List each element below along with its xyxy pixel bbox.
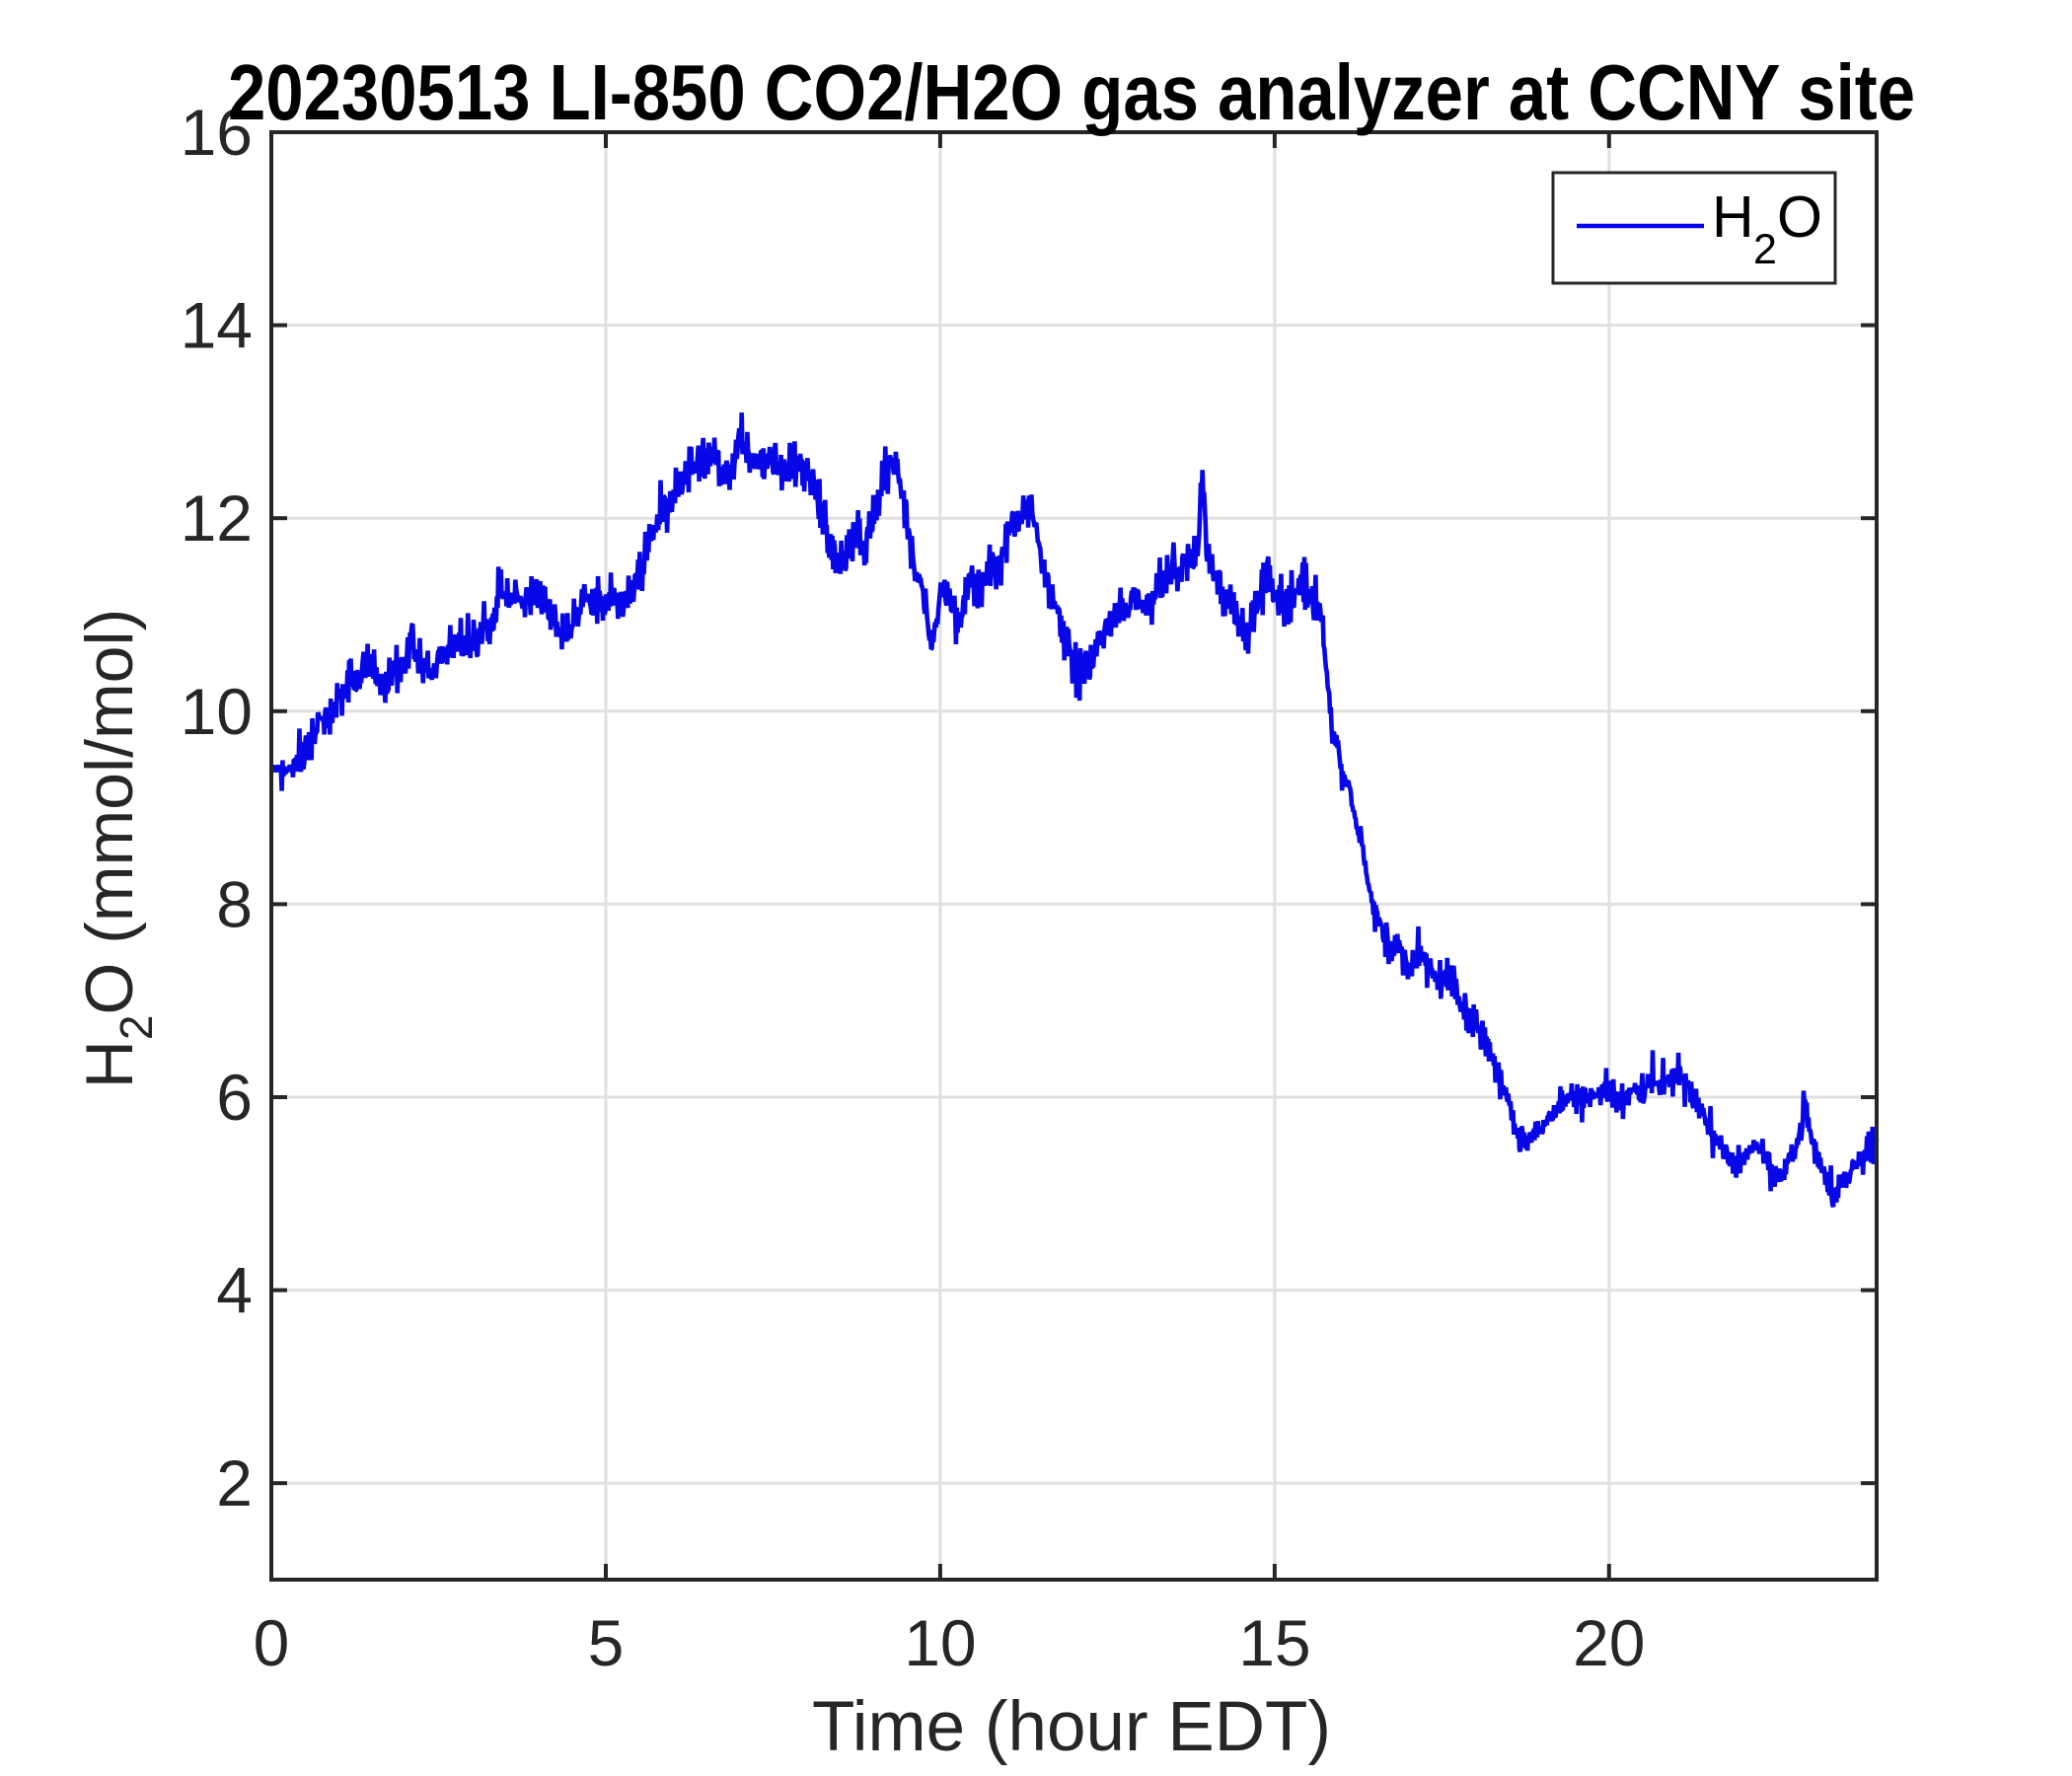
svg-text:2: 2: [1753, 226, 1777, 273]
svg-text:15: 15: [1238, 1606, 1310, 1679]
svg-text:4: 4: [216, 1254, 253, 1327]
svg-text:10: 10: [904, 1606, 976, 1679]
svg-text:5: 5: [588, 1606, 625, 1679]
svg-text:16: 16: [181, 96, 253, 169]
svg-text:20: 20: [1573, 1606, 1645, 1679]
svg-text:10: 10: [181, 675, 253, 748]
svg-text:O: O: [1777, 185, 1822, 250]
svg-text:Time (hour EDT): Time (hour EDT): [812, 1688, 1331, 1766]
svg-text:20230513 LI-850 CO2/H2O gas an: 20230513 LI-850 CO2/H2O gas analyzer at …: [228, 48, 1915, 136]
svg-text:H2O (mmol/mol): H2O (mmol/mol): [72, 609, 162, 1088]
svg-text:8: 8: [216, 867, 253, 940]
svg-text:14: 14: [181, 289, 253, 362]
svg-text:12: 12: [181, 481, 253, 555]
svg-text:0: 0: [254, 1606, 290, 1679]
svg-text:H: H: [1712, 185, 1754, 250]
svg-text:2: 2: [216, 1446, 253, 1519]
svg-text:6: 6: [216, 1061, 253, 1134]
